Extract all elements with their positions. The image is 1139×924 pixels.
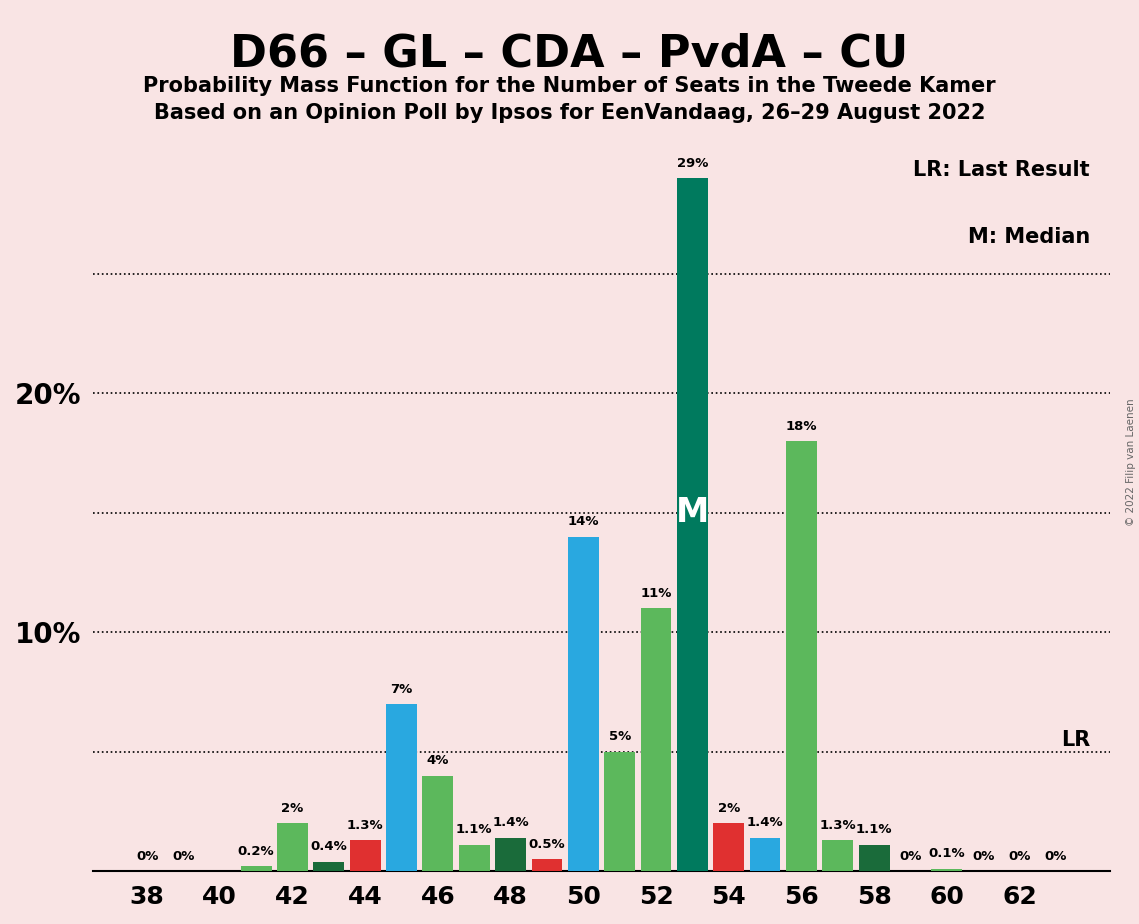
Bar (423, 775, 453, 871)
Bar (277, 823, 308, 871)
Bar (932, 869, 962, 871)
Bar (713, 823, 744, 871)
Bar (568, 537, 599, 871)
Bar (495, 838, 526, 871)
Bar (749, 838, 780, 871)
Text: M: Median: M: Median (968, 226, 1090, 247)
Text: 7%: 7% (391, 683, 412, 696)
Text: 0%: 0% (972, 850, 994, 863)
Text: 1.3%: 1.3% (347, 819, 384, 832)
Text: LR: LR (1060, 730, 1090, 750)
Text: 1.4%: 1.4% (747, 816, 784, 830)
Bar (386, 704, 417, 871)
Text: 18%: 18% (786, 419, 817, 432)
Text: 0%: 0% (136, 850, 158, 863)
Bar (459, 845, 490, 871)
Text: 1.3%: 1.3% (819, 819, 857, 832)
Text: 1.4%: 1.4% (492, 816, 528, 830)
Text: Probability Mass Function for the Number of Seats in the Tweede Kamer: Probability Mass Function for the Number… (144, 76, 995, 96)
Bar (240, 867, 271, 871)
Text: 5%: 5% (608, 730, 631, 743)
Bar (859, 845, 890, 871)
Text: 2%: 2% (718, 802, 740, 815)
Bar (350, 840, 380, 871)
Bar (786, 441, 817, 871)
Bar (532, 859, 563, 871)
Text: M: M (675, 496, 708, 529)
Text: 0%: 0% (899, 850, 921, 863)
Text: 2%: 2% (281, 802, 304, 815)
Text: 11%: 11% (640, 587, 672, 600)
Text: 0.4%: 0.4% (311, 840, 347, 853)
Text: 0.5%: 0.5% (528, 838, 565, 851)
Text: 4%: 4% (427, 754, 449, 767)
Text: 0.1%: 0.1% (928, 847, 965, 860)
Bar (640, 608, 671, 871)
Bar (313, 861, 344, 871)
Bar (604, 751, 636, 871)
Text: 0%: 0% (1008, 850, 1031, 863)
Text: 0%: 0% (172, 850, 195, 863)
Text: D66 – GL – CDA – PvdA – CU: D66 – GL – CDA – PvdA – CU (230, 32, 909, 76)
Text: 0.2%: 0.2% (238, 845, 274, 858)
Text: LR: Last Result: LR: Last Result (913, 160, 1090, 180)
Bar (822, 840, 853, 871)
Text: 1.1%: 1.1% (456, 823, 492, 836)
Bar (677, 178, 707, 871)
Text: © 2022 Filip van Laenen: © 2022 Filip van Laenen (1126, 398, 1136, 526)
Text: 1.1%: 1.1% (855, 823, 892, 836)
Text: 14%: 14% (567, 516, 599, 529)
Text: Based on an Opinion Poll by Ipsos for EenVandaag, 26–29 August 2022: Based on an Opinion Poll by Ipsos for Ee… (154, 103, 985, 124)
Text: 29%: 29% (677, 157, 708, 170)
Text: 0%: 0% (1044, 850, 1067, 863)
